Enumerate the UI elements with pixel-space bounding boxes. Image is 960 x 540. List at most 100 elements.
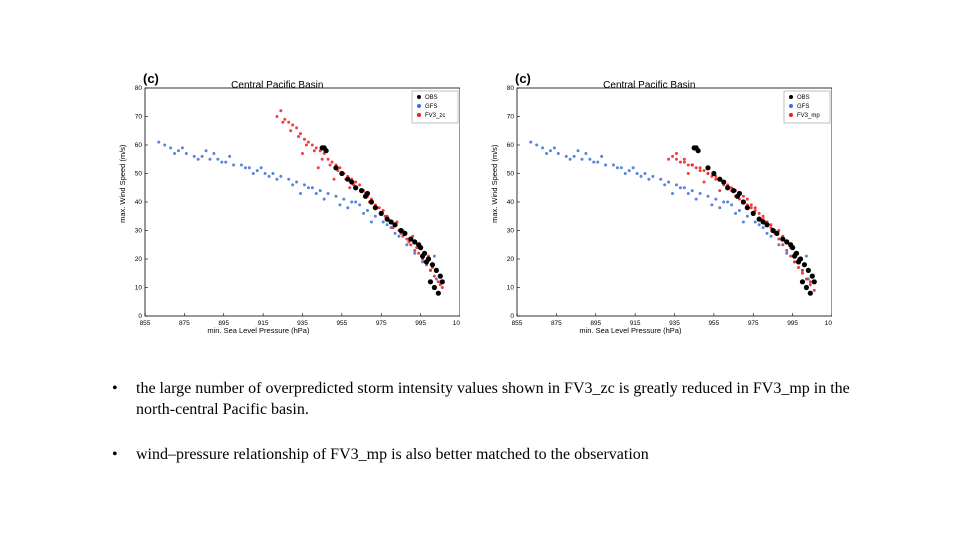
data-point (600, 154, 604, 158)
data-point (306, 186, 310, 190)
data-point (780, 236, 786, 242)
data-point (781, 243, 785, 247)
data-point (753, 206, 757, 210)
data-point (717, 176, 723, 182)
data-point (678, 160, 682, 164)
data-point (730, 203, 734, 207)
scatter-chart-fv3-mp: (c) Central Pacific Basin 855 875 895 915 935 9… (487, 68, 832, 338)
data-point (196, 157, 200, 161)
data-point (572, 154, 576, 158)
y-tick-label: 10 (135, 285, 143, 292)
data-point (659, 177, 663, 181)
data-point (611, 163, 615, 167)
data-point (678, 186, 682, 190)
x-tick-label: 975 (376, 320, 387, 327)
data-point (686, 163, 690, 167)
data-point (301, 152, 304, 156)
x-tick-label: 935 (669, 320, 680, 327)
data-point (204, 149, 208, 153)
data-point (663, 183, 667, 187)
y-tick-label: 70 (135, 114, 143, 121)
y-tick-label: 30 (135, 228, 143, 235)
data-point (297, 134, 301, 138)
data-point (694, 197, 698, 201)
data-point (306, 140, 310, 144)
data-point (417, 251, 421, 255)
data-point (243, 166, 247, 170)
data-point (349, 179, 355, 185)
data-point (310, 186, 314, 190)
data-point (220, 160, 224, 164)
chart-svg: (c) Central Pacific Basin 855 875 895 915 935 9… (118, 71, 460, 335)
data-point (350, 200, 354, 204)
data-point (777, 243, 781, 247)
data-point (333, 165, 339, 171)
data-point (432, 274, 436, 278)
x-tick-label: 855 (512, 320, 523, 327)
scatter-chart-fv3-zc: (c) Central Pacific Basin 855 875 895 915 935 9… (115, 68, 460, 338)
data-point (433, 267, 439, 273)
data-point (398, 227, 404, 234)
data-point (322, 197, 326, 201)
data-point (568, 157, 572, 161)
data-point (682, 157, 686, 161)
data-point (419, 253, 426, 259)
data-point (745, 214, 749, 218)
data-point (784, 239, 790, 245)
data-point (761, 226, 765, 230)
data-point (279, 109, 283, 113)
data-point (413, 248, 417, 252)
data-point (745, 197, 749, 201)
data-point (169, 146, 173, 150)
data-point (310, 143, 314, 147)
data-point (682, 186, 686, 190)
data-point (338, 203, 342, 207)
data-point (339, 170, 345, 177)
data-point (328, 163, 332, 167)
data-point (275, 177, 279, 181)
x-tick-label: 895 (218, 320, 229, 327)
data-point (631, 166, 635, 170)
legend-label: FV3_mp (797, 113, 820, 119)
x-axis-label: min. Sea Level Pressure (hPa) (207, 326, 310, 335)
data-point (741, 194, 745, 198)
y-tick-label: 20 (507, 256, 515, 263)
data-point (749, 206, 753, 210)
data-point (283, 117, 287, 121)
data-point (304, 143, 308, 147)
x-tick-label: 935 (297, 320, 308, 327)
data-point (749, 203, 753, 207)
data-point (413, 251, 417, 255)
data-point (718, 189, 722, 193)
data-point (774, 230, 780, 236)
data-point (439, 279, 445, 285)
data-point (435, 290, 441, 296)
data-point (695, 148, 701, 154)
data-point (405, 243, 409, 247)
data-point (770, 227, 776, 234)
data-point (690, 163, 694, 167)
data-point (734, 211, 738, 215)
data-point (721, 179, 727, 185)
data-point (690, 189, 694, 193)
y-axis-label: max. Wind Speed (m/s) (118, 144, 127, 223)
data-point (378, 210, 384, 216)
data-point (604, 163, 608, 167)
data-point (564, 154, 568, 158)
data-point (320, 157, 324, 161)
y-tick-label: 0 (510, 313, 514, 320)
data-point (804, 254, 808, 258)
data-point (247, 166, 251, 170)
data-point (627, 169, 631, 173)
data-point (287, 177, 291, 181)
data-point (291, 123, 295, 127)
data-point (686, 172, 690, 175)
plot-frame (144, 87, 460, 317)
data-point (686, 191, 690, 195)
panel-label: (c) (515, 71, 531, 86)
data-point (163, 143, 167, 147)
data-point (541, 146, 545, 150)
data-point (342, 197, 346, 201)
data-point (807, 290, 813, 296)
data-point (358, 188, 365, 194)
